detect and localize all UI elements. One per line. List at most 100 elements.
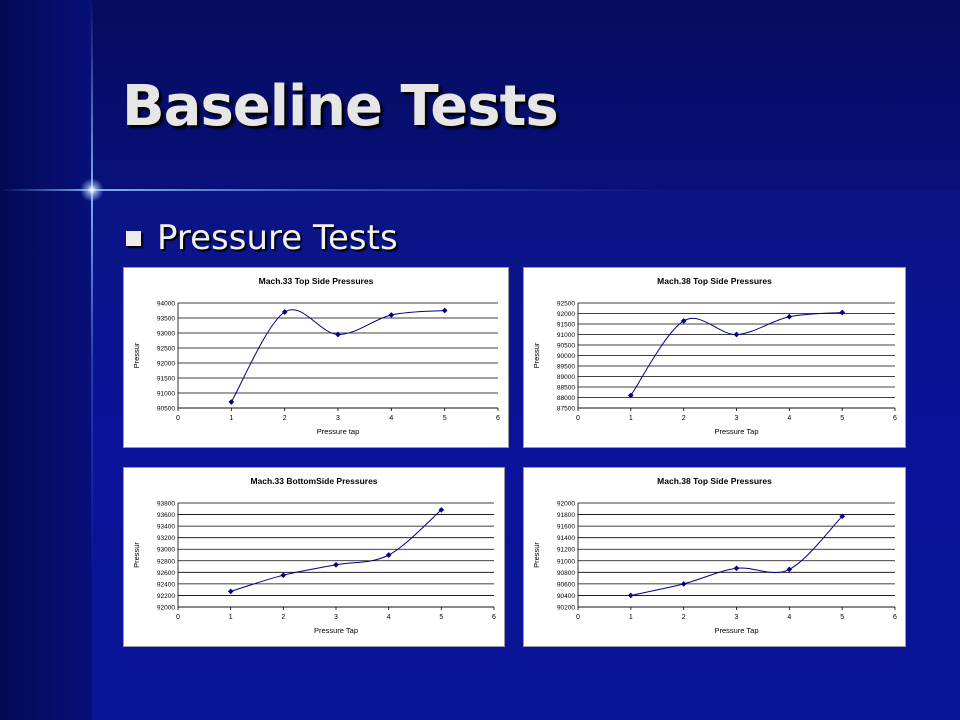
y-tick-label: 91500 bbox=[157, 376, 175, 383]
x-tick-label: 0 bbox=[176, 415, 180, 422]
y-tick-label: 93600 bbox=[157, 512, 175, 519]
y-tick-label: 91000 bbox=[157, 391, 175, 398]
y-axis-label: Pressur bbox=[132, 542, 141, 568]
y-tick-label: 89500 bbox=[557, 364, 575, 371]
y-tick-label: 90400 bbox=[557, 593, 575, 600]
x-tick-label: 6 bbox=[496, 415, 500, 422]
flare-horizontal bbox=[0, 189, 960, 191]
y-tick-label: 90800 bbox=[557, 570, 575, 577]
chart-title: Mach.38 Top Side Pressures bbox=[657, 476, 772, 486]
y-tick-label: 90000 bbox=[557, 353, 575, 360]
chart-mach38-top-2: Mach.38 Top Side Pressures 90200 90400 9060… bbox=[523, 467, 906, 647]
y-tick-label: 90500 bbox=[157, 406, 175, 413]
x-axis-label: Pressure Tap bbox=[714, 427, 758, 436]
y-axis-label: Pressur bbox=[532, 342, 541, 368]
data-point bbox=[388, 312, 395, 318]
chart-mach38-top: Mach.38 Top Side Pressures 87500 88000 8850… bbox=[523, 267, 906, 448]
x-tick-label: 6 bbox=[492, 614, 496, 621]
y-tick-label: 88500 bbox=[557, 385, 575, 392]
x-tick-label: 3 bbox=[735, 614, 739, 621]
y-tick-label: 92500 bbox=[557, 301, 575, 308]
chart-svg: Mach.38 Top Side Pressures 87500 88000 8850… bbox=[532, 276, 897, 436]
y-tick-label: 93000 bbox=[157, 547, 175, 554]
y-tick-label: 92500 bbox=[157, 346, 175, 353]
chart-svg: Mach.33 BottomSide Pressures 92000 92200 92… bbox=[132, 476, 496, 635]
x-tick-label: 5 bbox=[439, 614, 443, 621]
x-tick-label: 4 bbox=[387, 614, 391, 621]
chart-title: Mach.33 Top Side Pressures bbox=[259, 276, 374, 286]
data-point bbox=[441, 307, 448, 314]
y-tick-label: 93800 bbox=[157, 501, 175, 508]
x-tick-label: 2 bbox=[682, 415, 686, 422]
y-tick-label: 92000 bbox=[157, 361, 175, 368]
data-point bbox=[786, 313, 793, 320]
x-tick-label: 1 bbox=[629, 415, 633, 422]
x-tick-label: 3 bbox=[735, 415, 739, 422]
y-tick-label: 92000 bbox=[157, 605, 175, 612]
y-tick-label: 92000 bbox=[557, 501, 575, 508]
chart-title: Mach.33 BottomSide Pressures bbox=[250, 476, 377, 486]
data-point bbox=[627, 592, 634, 599]
data-point bbox=[733, 331, 740, 338]
data-point bbox=[680, 318, 687, 324]
data-point bbox=[280, 572, 287, 579]
y-tick-label: 92000 bbox=[557, 311, 575, 318]
x-tick-label: 3 bbox=[336, 415, 340, 422]
data-point bbox=[335, 331, 341, 338]
chart-mach33-top: Mach.33 Top Side Pressures 90500 91000 9150… bbox=[123, 267, 509, 448]
x-tick-label: 3 bbox=[334, 614, 338, 621]
y-axis-label: Pressur bbox=[532, 542, 541, 568]
x-axis-label: Pressure Tap bbox=[314, 626, 358, 635]
data-point bbox=[385, 552, 392, 558]
y-tick-label: 91000 bbox=[557, 332, 575, 339]
slide-title: Baseline Tests bbox=[122, 74, 559, 139]
series-line bbox=[230, 309, 445, 403]
data-point bbox=[333, 561, 339, 568]
data-point bbox=[786, 566, 793, 573]
y-tick-label: 90500 bbox=[557, 343, 575, 350]
bullet-text: Pressure Tests bbox=[157, 218, 398, 258]
y-tick-label: 93400 bbox=[157, 524, 175, 531]
series-line bbox=[630, 312, 843, 396]
y-tick-label: 91000 bbox=[557, 558, 575, 565]
y-tick-label: 93500 bbox=[157, 316, 175, 323]
x-tick-label: 0 bbox=[176, 614, 180, 621]
flare-star-icon bbox=[80, 178, 104, 202]
y-tick-label: 89000 bbox=[557, 374, 575, 381]
x-tick-label: 2 bbox=[682, 614, 686, 621]
x-tick-label: 1 bbox=[229, 415, 233, 422]
title-band bbox=[0, 0, 960, 190]
x-tick-label: 5 bbox=[840, 415, 844, 422]
x-tick-label: 5 bbox=[840, 614, 844, 621]
x-tick-label: 6 bbox=[893, 614, 897, 621]
x-tick-label: 4 bbox=[787, 415, 791, 422]
y-tick-label: 91200 bbox=[557, 547, 575, 554]
left-band bbox=[0, 0, 92, 720]
data-point bbox=[680, 581, 687, 587]
data-point bbox=[281, 309, 288, 315]
data-point bbox=[227, 588, 234, 595]
y-tick-label: 88000 bbox=[557, 395, 575, 402]
chart-svg: Mach.38 Top Side Pressures 90200 90400 9060… bbox=[532, 476, 897, 635]
x-tick-label: 2 bbox=[281, 614, 285, 621]
data-point bbox=[733, 565, 740, 572]
y-tick-label: 91400 bbox=[557, 535, 575, 542]
y-tick-label: 90600 bbox=[557, 581, 575, 588]
x-tick-label: 0 bbox=[576, 415, 580, 422]
bullet-item: Pressure Tests bbox=[126, 218, 398, 258]
bullet-square-icon bbox=[126, 230, 141, 246]
flare-vertical bbox=[91, 0, 93, 720]
x-tick-label: 0 bbox=[576, 614, 580, 621]
y-tick-label: 90200 bbox=[557, 605, 575, 612]
y-tick-label: 92600 bbox=[157, 570, 175, 577]
y-tick-label: 91600 bbox=[557, 524, 575, 531]
x-tick-label: 5 bbox=[443, 415, 447, 422]
data-point bbox=[839, 309, 846, 316]
chart-svg: Mach.33 Top Side Pressures 90500 91000 9150… bbox=[132, 276, 500, 436]
data-point bbox=[839, 513, 846, 520]
chart-mach33-bottom: Mach.33 BottomSide Pressures 92000 92200 92… bbox=[123, 467, 505, 647]
y-tick-label: 87500 bbox=[557, 406, 575, 413]
x-axis-label: Pressure Tap bbox=[714, 626, 758, 635]
x-tick-label: 4 bbox=[787, 614, 791, 621]
y-tick-label: 93000 bbox=[157, 331, 175, 338]
